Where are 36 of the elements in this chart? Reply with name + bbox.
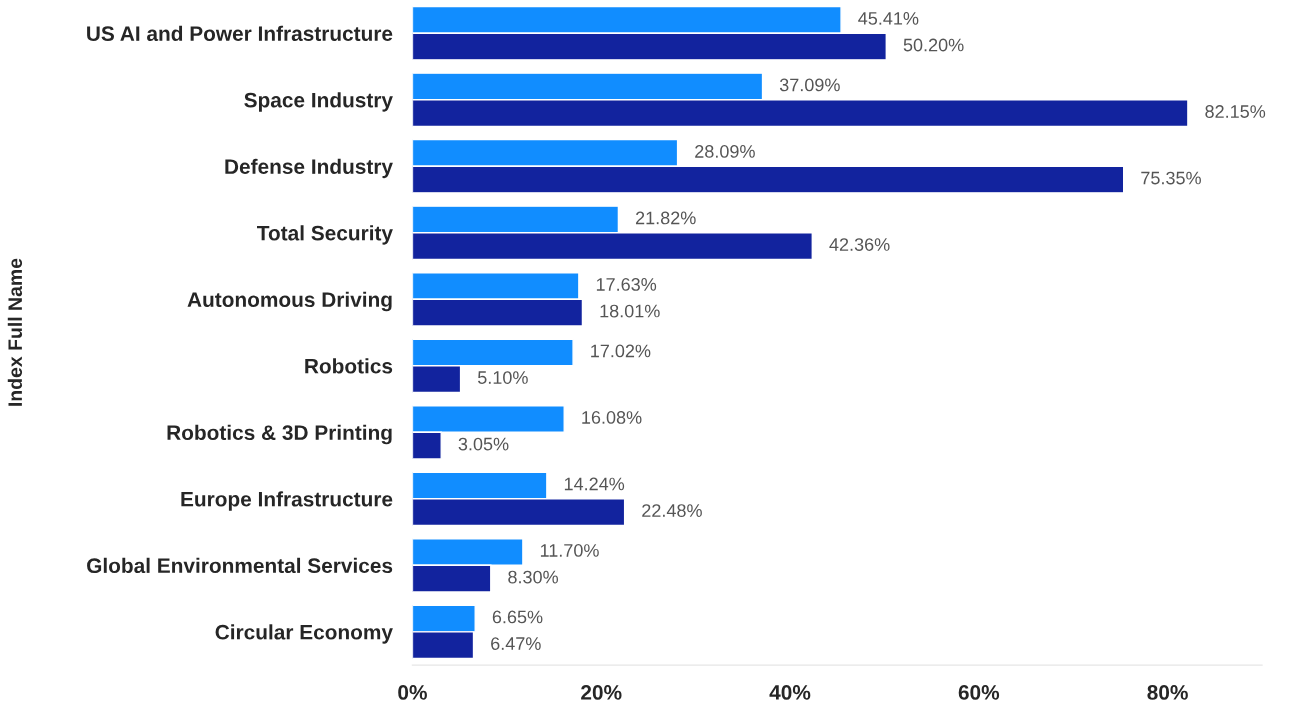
y-tick-label: Circular Economy bbox=[215, 624, 393, 644]
x-tick-label: 80% bbox=[1147, 685, 1188, 700]
y-axis-title: Index Full Name bbox=[7, 258, 23, 406]
data-label: 5.10% bbox=[477, 371, 528, 384]
y-tick-label: Robotics bbox=[305, 358, 393, 374]
x-tick-label: 40% bbox=[769, 685, 811, 700]
y-tick-label: Europe Infrastructure bbox=[181, 491, 393, 511]
data-label: 18.01% bbox=[600, 304, 660, 318]
data-label: 11.70% bbox=[540, 544, 599, 557]
y-tick-label: Space Industry bbox=[244, 92, 393, 112]
y-tick-label: Global Environmental Services bbox=[87, 557, 393, 574]
y-tick-label: US AI and Power Infrastructure bbox=[87, 25, 393, 42]
data-label: 45.41% bbox=[858, 12, 919, 25]
y-tick-label: Total Security bbox=[257, 225, 393, 245]
y-tick-label: Autonomous Driving bbox=[187, 291, 392, 312]
data-label: 17.63% bbox=[596, 278, 657, 291]
data-label: 21.82% bbox=[635, 211, 696, 225]
data-label: 8.30% bbox=[508, 570, 559, 584]
data-label: 16.08% bbox=[582, 411, 642, 424]
data-label: 6.47% bbox=[491, 637, 541, 650]
x-tick-label: 60% bbox=[958, 685, 1000, 700]
data-label: 28.09% bbox=[695, 145, 755, 158]
data-label: 37.09% bbox=[779, 78, 840, 92]
data-label: 42.36% bbox=[829, 238, 890, 251]
data-label: 14.24% bbox=[564, 477, 625, 491]
data-label: 17.02% bbox=[591, 344, 651, 358]
y-tick-label: Defense Industry bbox=[225, 158, 393, 179]
data-label: 6.65% bbox=[492, 610, 543, 624]
y-tick-label: Robotics & 3D Printing bbox=[167, 424, 392, 445]
data-label: 75.35% bbox=[1141, 171, 1201, 185]
data-label: 22.48% bbox=[642, 504, 702, 517]
x-tick-label: 0% bbox=[398, 685, 427, 700]
data-label: 3.05% bbox=[458, 437, 509, 451]
data-label: 82.15% bbox=[1205, 105, 1266, 118]
x-tick-label: 20% bbox=[581, 685, 622, 700]
data-label: 50.20% bbox=[903, 38, 964, 52]
